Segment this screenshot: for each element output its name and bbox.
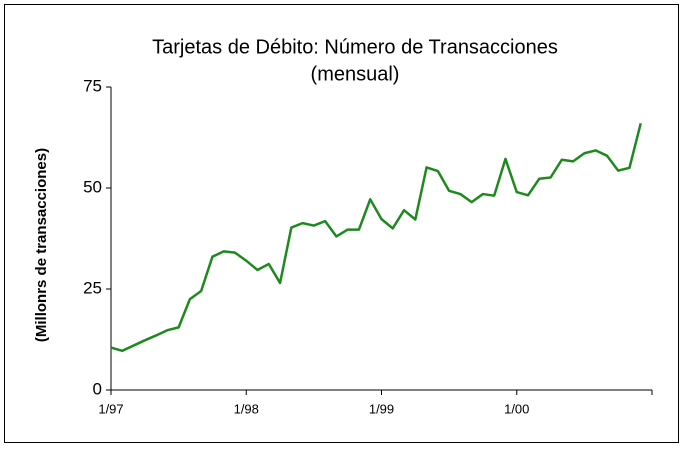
- y-tick-label: 25: [83, 278, 102, 297]
- y-tick-label: 50: [83, 177, 102, 196]
- y-tick-label: 0: [93, 379, 102, 398]
- chart-title: Tarjetas de Débito: Número de Transaccio…: [152, 36, 558, 58]
- y-axis-label: (Millonrs de transacciones): [33, 148, 50, 342]
- x-tick-label: 1/99: [369, 401, 394, 416]
- x-tick-label: 1/97: [98, 401, 123, 416]
- chart-frame: [4, 4, 679, 443]
- chart-subtitle: (mensual): [311, 63, 400, 85]
- data-line: [110, 123, 642, 353]
- y-tick-label: 75: [83, 76, 102, 95]
- x-tick-label: 1/00: [504, 401, 529, 416]
- x-tick-label: 1/98: [234, 401, 259, 416]
